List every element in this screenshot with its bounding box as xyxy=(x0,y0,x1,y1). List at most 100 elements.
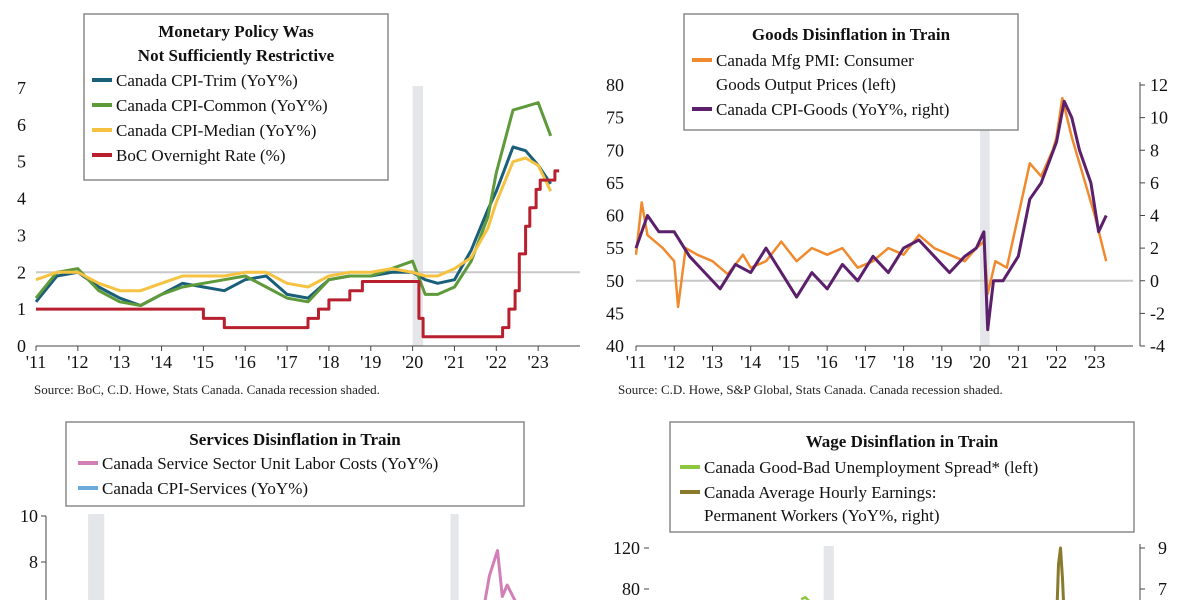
source-note: Source: BoC, C.D. Howe, Stats Canada. Ca… xyxy=(34,382,380,397)
y-tick-label: 10 xyxy=(20,506,38,526)
y-tick-label: 50 xyxy=(606,271,624,291)
y-tick-label: 65 xyxy=(606,173,624,193)
x-tick-label: '16 xyxy=(235,352,256,372)
y-tick-label: 80 xyxy=(622,579,640,599)
x-tick-label: '18 xyxy=(318,352,339,372)
chart-title: Services Disinflation in Train xyxy=(189,430,401,449)
source-note: Source: C.D. Howe, S&P Global, Stats Can… xyxy=(618,382,1003,397)
y-tick-label: 6 xyxy=(17,115,26,135)
series-line-pmi xyxy=(634,96,1108,309)
series-line-median xyxy=(35,156,553,293)
chart-title: Goods Disinflation in Train xyxy=(752,25,951,44)
x-tick-label: '13 xyxy=(702,352,723,372)
chart-title-line-1: Monetary Policy Was xyxy=(158,22,314,41)
x-tick-label: '18 xyxy=(893,352,914,372)
y-tick-label: 40 xyxy=(606,336,624,356)
x-tick-label: '11 xyxy=(26,352,47,372)
x-tick-label: '22 xyxy=(486,352,507,372)
y-axis-left: 120 80 xyxy=(613,538,649,599)
y-tick-label: 7 xyxy=(1158,579,1167,599)
x-tick-label: '16 xyxy=(817,352,838,372)
legend: Monetary Policy Was Not Sufficiently Res… xyxy=(83,13,389,181)
series-line-ulc xyxy=(463,549,522,605)
y-tick-label: 10 xyxy=(1150,108,1168,128)
y-tick-label: 7 xyxy=(17,78,26,98)
x-tick-label: '17 xyxy=(855,352,876,372)
y-tick-label: 4 xyxy=(1150,206,1159,226)
x-tick-label: '22 xyxy=(1046,352,1067,372)
y-tick-label: 8 xyxy=(29,552,38,572)
y-tick-label: 5 xyxy=(17,152,26,172)
legend-label-common: Canada CPI-Common (YoY%) xyxy=(116,96,328,115)
y-axis-right: 97 xyxy=(1139,538,1167,600)
x-tick-label: '23 xyxy=(528,352,549,372)
legend-label-pmi-line-2: Goods Output Prices (left) xyxy=(716,75,896,94)
x-tick-label: '14 xyxy=(740,352,761,372)
x-axis: '11 '12 '13 '14 '15 '16 '17 '18 '19 '20 '21 '22 '23 xyxy=(26,345,580,372)
y-tick-label: 45 xyxy=(606,303,624,323)
x-tick-label: '21 xyxy=(1008,352,1029,372)
legend-label-spread: Canada Good-Bad Unemployment Spread* (le… xyxy=(704,458,1038,477)
y-axis-left: 40 45 50 55 60 65 70 75 80 xyxy=(606,75,624,356)
chart-title: Wage Disinflation in Train xyxy=(806,432,999,451)
legend: Goods Disinflation in Train Canada Mfg P… xyxy=(683,13,1019,131)
recession-shade-2020 xyxy=(450,514,459,605)
legend: Services Disinflation in Train Canada Se… xyxy=(65,421,525,507)
y-tick-label: 75 xyxy=(606,108,624,128)
y-tick-label: 3 xyxy=(17,225,26,245)
x-tick-label: '11 xyxy=(626,352,647,372)
y-tick-label: 120 xyxy=(613,538,640,558)
x-axis: '11 '12 '13 '14 '15 '16 '17 '18 '19 '20 '21 '22 '23 xyxy=(626,345,1133,372)
series-line-common xyxy=(34,101,553,307)
x-tick-label: '20 xyxy=(402,352,423,372)
series-line-ahe xyxy=(1055,546,1066,605)
recession-shade-2020 xyxy=(412,86,424,346)
recession-shade-2009 xyxy=(88,514,105,605)
x-tick-label: '15 xyxy=(778,352,799,372)
series-lines xyxy=(34,101,560,339)
x-tick-label: '23 xyxy=(1084,352,1105,372)
x-tick-label: '21 xyxy=(444,352,465,372)
x-tick-label: '17 xyxy=(276,352,297,372)
series-lines xyxy=(463,549,522,605)
y-tick-label: 2 xyxy=(17,262,26,282)
series-line-goods xyxy=(634,99,1108,332)
legend-label-ulc: Canada Service Sector Unit Labor Costs (… xyxy=(102,454,438,473)
x-tick-label: '12 xyxy=(664,352,685,372)
series-lines xyxy=(634,96,1108,332)
recession-shade-2009 xyxy=(823,546,834,605)
legend-label-median: Canada CPI-Median (YoY%) xyxy=(116,121,316,140)
y-tick-label: 6 xyxy=(1150,173,1159,193)
x-tick-label: '14 xyxy=(151,352,172,372)
y-axis-left: 0 1 2 3 4 5 6 7 xyxy=(17,78,26,356)
y-tick-label: 1 xyxy=(17,299,26,319)
legend-label-boc: BoC Overnight Rate (%) xyxy=(116,146,286,165)
y-tick-label: 0 xyxy=(1150,271,1159,291)
x-tick-label: '19 xyxy=(931,352,952,372)
y-tick-label: 4 xyxy=(17,189,26,209)
recession-shade-2020 xyxy=(980,83,990,346)
series-lines xyxy=(800,546,1066,605)
legend-label-pmi: Canada Mfg PMI: Consumer xyxy=(716,51,914,70)
y-tick-label: 60 xyxy=(606,206,624,226)
legend-label-services: Canada CPI-Services (YoY%) xyxy=(102,479,308,498)
y-tick-label: -2 xyxy=(1150,303,1165,323)
x-tick-label: '20 xyxy=(969,352,990,372)
y-axis-right: -4 -2 0 2 4 6 8 10 12 xyxy=(1139,75,1168,356)
x-tick-label: '19 xyxy=(360,352,381,372)
y-axis-left: 10 8 xyxy=(20,506,47,600)
legend: Wage Disinflation in Train Canada Good-B… xyxy=(669,421,1135,533)
y-tick-label: 9 xyxy=(1158,538,1167,558)
series-line-boc xyxy=(36,169,560,339)
y-tick-label: 70 xyxy=(606,140,624,160)
x-tick-label: '13 xyxy=(109,352,130,372)
legend-label-goods: Canada CPI-Goods (YoY%, right) xyxy=(716,100,949,119)
y-tick-label: 0 xyxy=(17,336,26,356)
legend-label-ahe: Canada Average Hourly Earnings: xyxy=(704,483,936,502)
y-tick-label: 8 xyxy=(1150,140,1159,160)
x-tick-label: '12 xyxy=(67,352,88,372)
